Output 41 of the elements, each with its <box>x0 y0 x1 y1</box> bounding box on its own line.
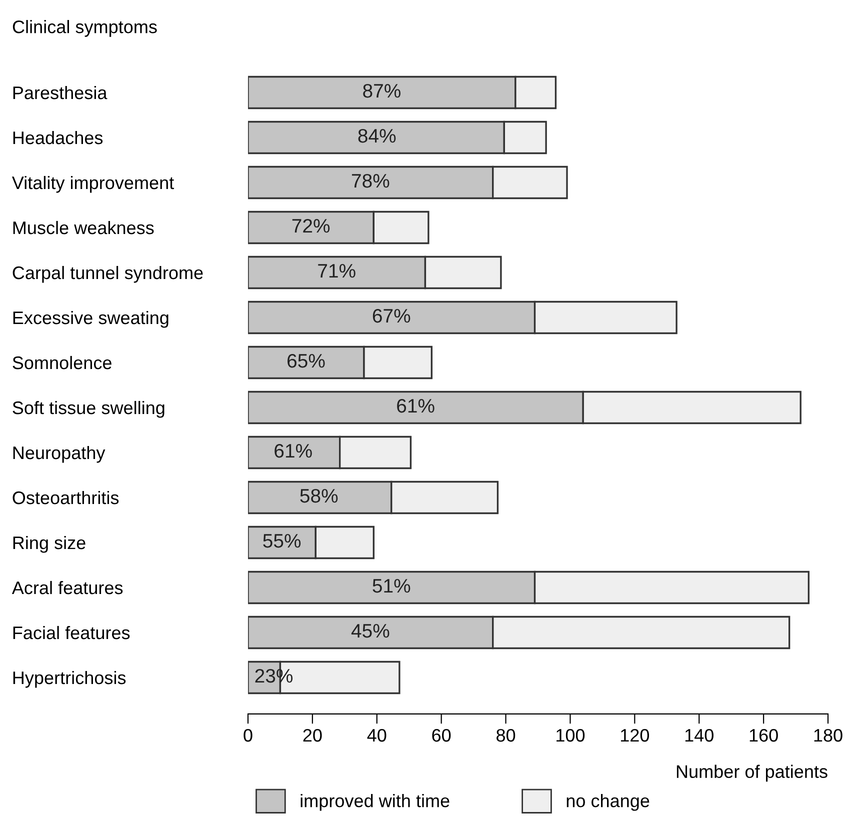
x-tick-label: 40 <box>367 728 386 742</box>
annotation: 55% <box>263 534 301 548</box>
y-tick-label: Facial features <box>13 626 130 640</box>
annotation: 71% <box>318 264 356 278</box>
annotation: 45% <box>351 624 390 638</box>
y-tick-label: Somnolence <box>12 356 112 370</box>
y-tick-label: Headaches <box>13 130 103 144</box>
y-tick-label: Excessive sweating <box>13 310 168 328</box>
x-tick-label: 0 <box>244 728 252 742</box>
x-axis-title: Number of patients <box>676 764 828 782</box>
legend-label: improved with time <box>300 794 450 811</box>
x-tick-label: 80 <box>496 728 516 742</box>
y-tick-label: Soft tissue swelling <box>12 400 164 418</box>
annotation: 84% <box>358 128 396 143</box>
y-tick-label: Ring size <box>13 536 86 553</box>
x-tick-label: 60 <box>432 728 451 742</box>
y-tick-label: Paresthesia <box>13 86 108 100</box>
annotation: 72% <box>292 218 330 233</box>
x-tick-label: 120 <box>620 728 650 742</box>
legend-label: no change <box>566 794 650 811</box>
y-tick-label: Vitality improvement <box>12 176 174 193</box>
y-tick-label: Hypertrichosis <box>13 670 126 688</box>
y-tick-label: Carpal tunnel syndrome <box>12 266 203 283</box>
y-tick-label: Muscle weakness <box>13 220 154 234</box>
annotation: 61% <box>397 398 434 413</box>
annotation: 87% <box>363 84 400 98</box>
text: Clinical symptoms <box>12 20 157 37</box>
x-tick-label: 140 <box>685 728 714 742</box>
y-tick-label: Neuropathy <box>13 446 106 463</box>
x-tick-label: 180 <box>814 728 842 742</box>
annotation: 65% <box>288 354 325 368</box>
annotation: 61% <box>274 444 312 458</box>
x-tick-label: 100 <box>556 728 585 742</box>
annotation: 78% <box>352 174 390 188</box>
y-tick-label: Osteoarthritis <box>12 490 119 504</box>
x-tick-label: 20 <box>303 728 322 742</box>
annotation: 51% <box>372 579 410 593</box>
annotation: 58% <box>300 488 338 503</box>
y-tick-label: Acral features <box>12 580 123 594</box>
annotation: 67% <box>372 308 410 323</box>
x-tick-label: 160 <box>750 728 778 742</box>
